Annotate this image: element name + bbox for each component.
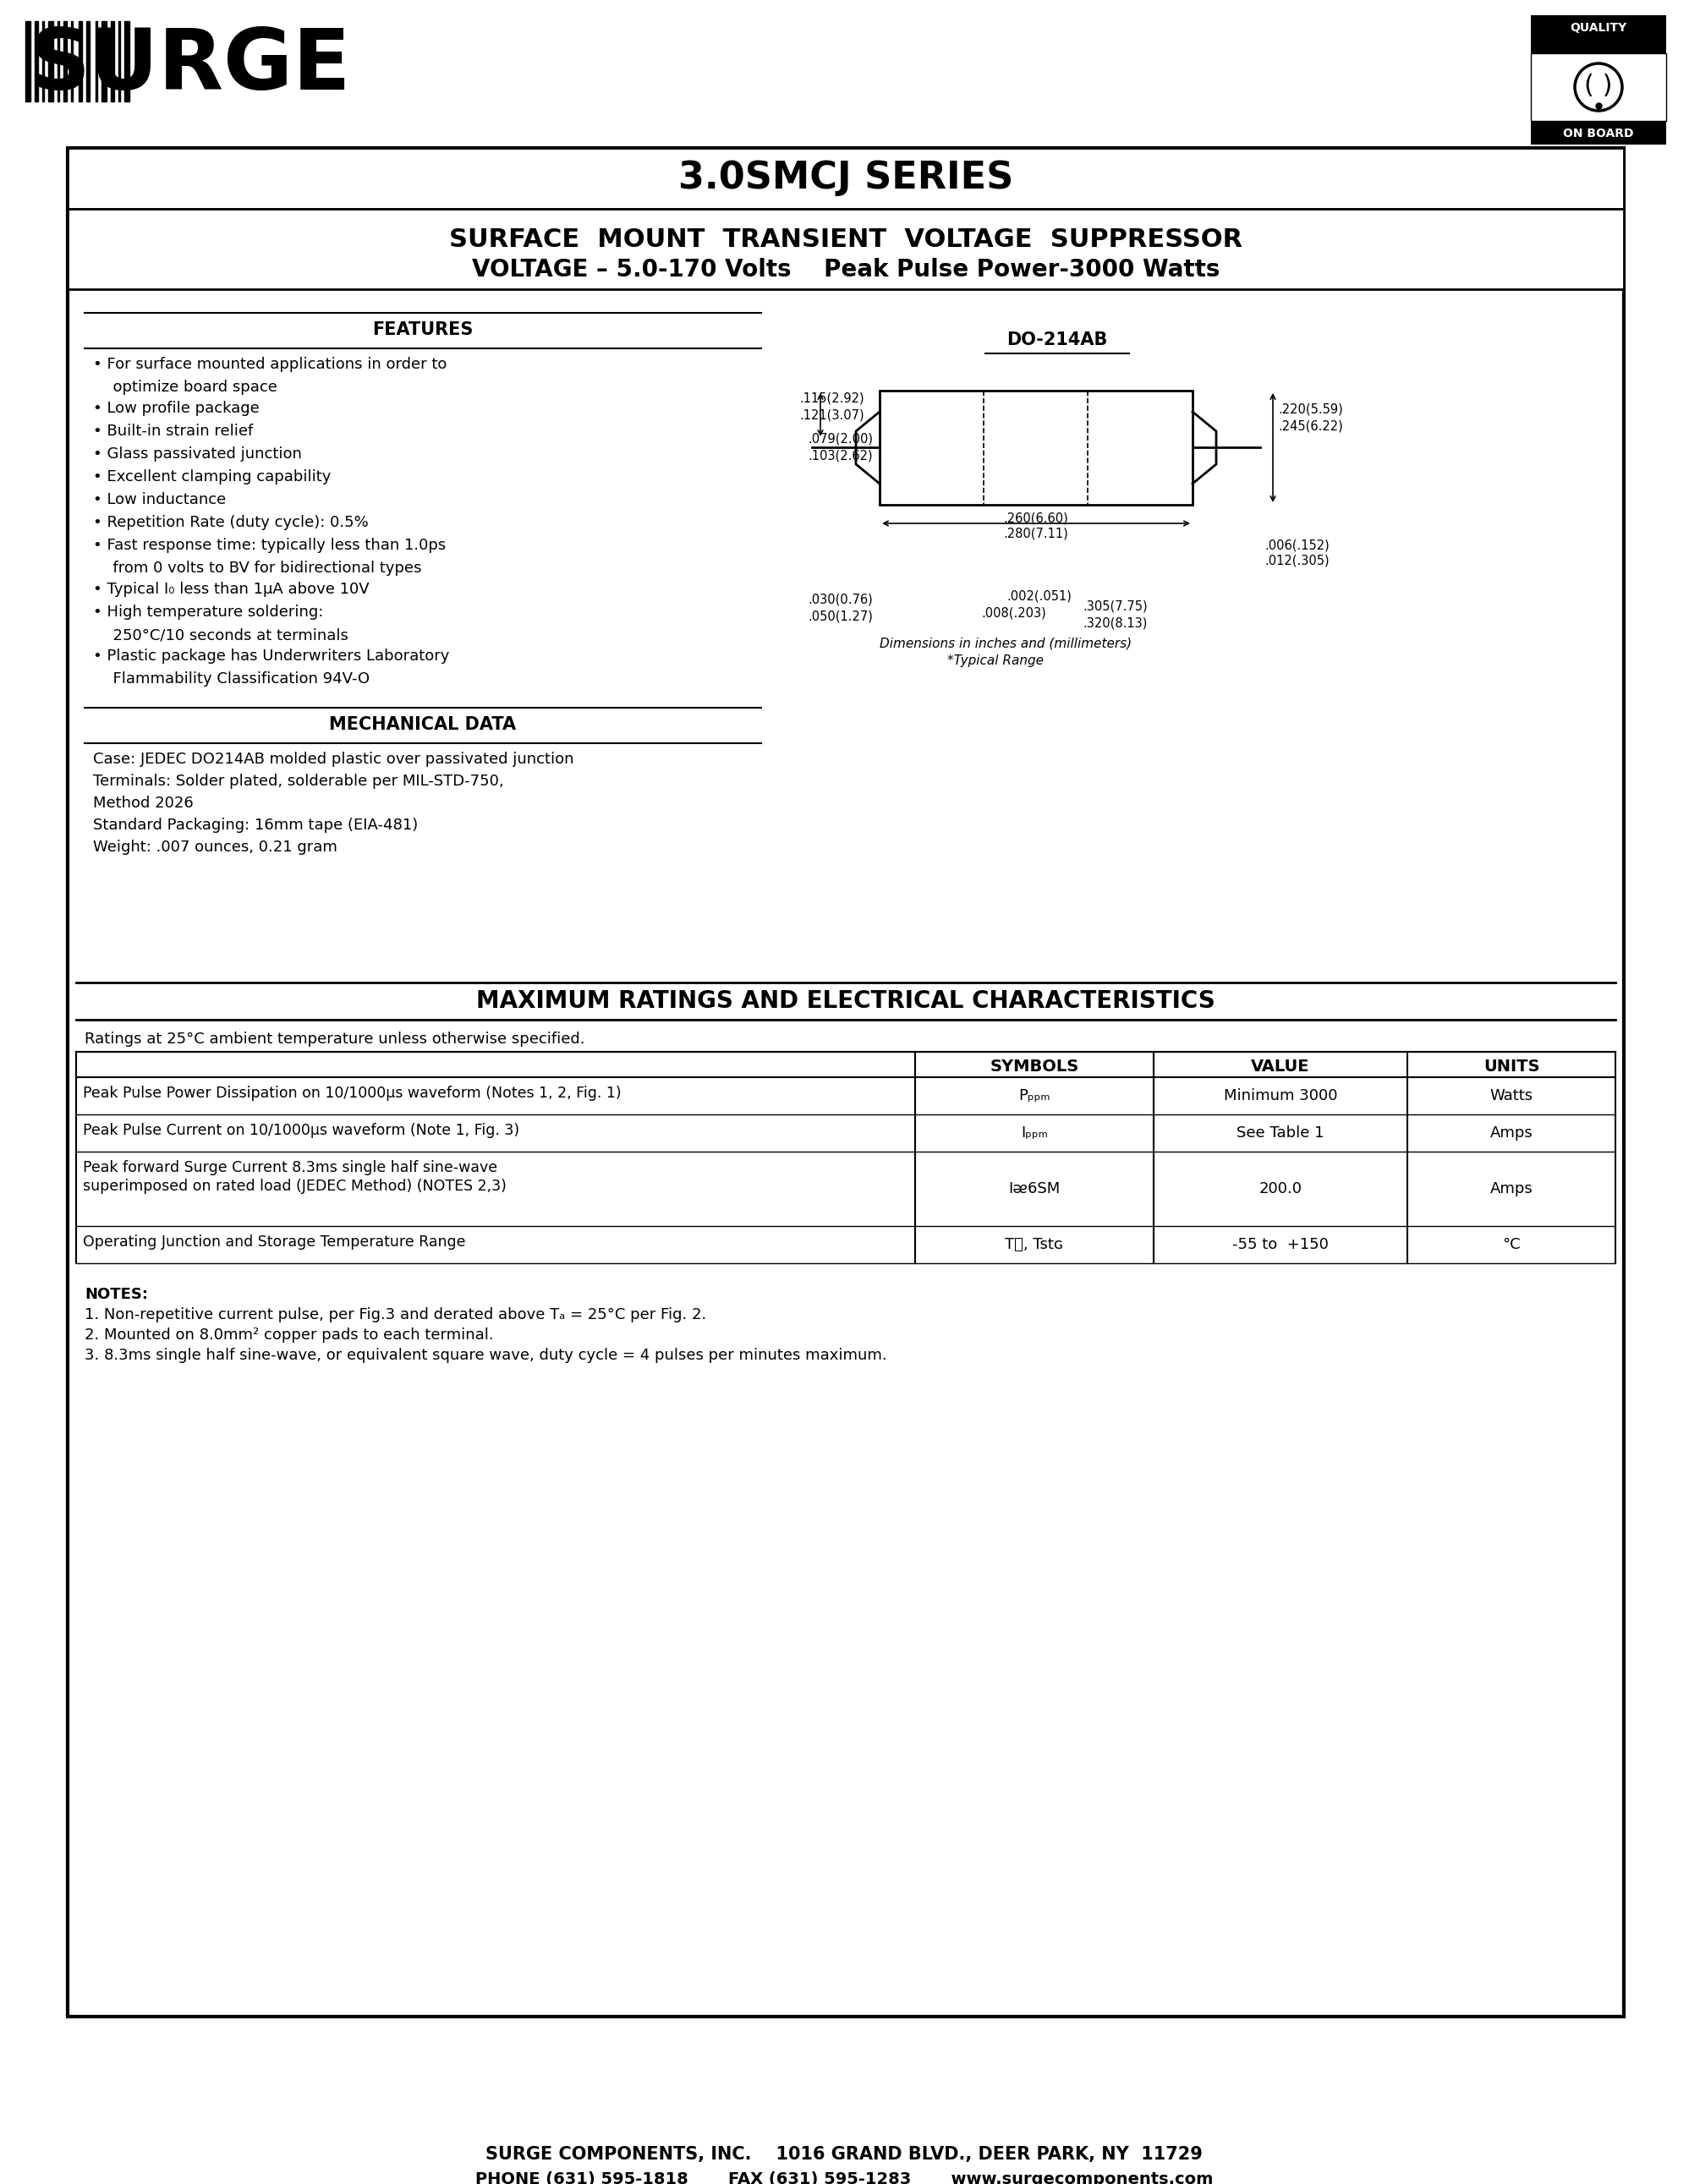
Text: SURFACE  MOUNT  TRANSIENT  VOLTAGE  SUPPRESSOR: SURFACE MOUNT TRANSIENT VOLTAGE SUPPRESS… xyxy=(449,227,1243,251)
Text: .030(0.76): .030(0.76) xyxy=(807,594,873,607)
Text: .260(6.60): .260(6.60) xyxy=(1003,511,1069,524)
Bar xyxy=(79,22,83,100)
Text: • Glass passivated junction: • Glass passivated junction xyxy=(93,446,302,461)
Text: MAXIMUM RATINGS AND ELECTRICAL CHARACTERISTICS: MAXIMUM RATINGS AND ELECTRICAL CHARACTER… xyxy=(476,989,1216,1013)
Text: FEATURES: FEATURES xyxy=(372,321,473,339)
Circle shape xyxy=(1574,63,1621,111)
Text: • Repetition Rate (duty cycle): 0.5%: • Repetition Rate (duty cycle): 0.5% xyxy=(93,515,368,531)
Text: DO-214AB: DO-214AB xyxy=(1007,332,1108,349)
Text: .012(.305): .012(.305) xyxy=(1265,555,1329,566)
Bar xyxy=(111,22,115,100)
Text: Weight: .007 ounces, 0.21 gram: Weight: .007 ounces, 0.21 gram xyxy=(93,839,338,854)
Text: .006(.152): .006(.152) xyxy=(1265,539,1329,550)
Text: Minimum 3000: Minimum 3000 xyxy=(1225,1088,1338,1103)
Text: 1. Non-repetitive current pulse, per Fig.3 and derated above Tₐ = 25°C per Fig. : 1. Non-repetitive current pulse, per Fig… xyxy=(84,1308,706,1321)
Text: .008(.203): .008(.203) xyxy=(981,607,1045,618)
Text: Amps: Amps xyxy=(1490,1182,1534,1197)
Text: • Typical I₀ less than 1μA above 10V: • Typical I₀ less than 1μA above 10V xyxy=(93,581,370,596)
Text: .115(2.92): .115(2.92) xyxy=(799,393,865,404)
Text: from 0 volts to BV for bidirectional types: from 0 volts to BV for bidirectional typ… xyxy=(103,561,422,577)
Text: MECHANICAL DATA: MECHANICAL DATA xyxy=(329,716,517,734)
Bar xyxy=(57,22,59,100)
Text: 200.0: 200.0 xyxy=(1258,1182,1302,1197)
Bar xyxy=(880,391,1192,505)
Text: 2. Mounted on 8.0mm² copper pads to each terminal.: 2. Mounted on 8.0mm² copper pads to each… xyxy=(84,1328,493,1343)
Text: 3. 8.3ms single half sine-wave, or equivalent square wave, duty cycle = 4 pulses: 3. 8.3ms single half sine-wave, or equiv… xyxy=(84,1348,887,1363)
Text: 3.0SMCJ SERIES: 3.0SMCJ SERIES xyxy=(679,159,1013,197)
Bar xyxy=(1530,15,1665,52)
Text: .220(5.59): .220(5.59) xyxy=(1279,402,1343,415)
Text: Iᴂ6SM: Iᴂ6SM xyxy=(1008,1182,1061,1197)
Text: • Low inductance: • Low inductance xyxy=(93,491,226,507)
Text: VOLTAGE – 5.0-170 Volts    Peak Pulse Power-3000 Watts: VOLTAGE – 5.0-170 Volts Peak Pulse Power… xyxy=(471,258,1219,282)
Bar xyxy=(42,22,44,100)
Text: NOTES:: NOTES: xyxy=(84,1286,149,1302)
Text: °C: °C xyxy=(1503,1236,1520,1251)
Bar xyxy=(49,22,54,100)
Text: • High temperature soldering:: • High temperature soldering: xyxy=(93,605,323,620)
Text: .245(6.22): .245(6.22) xyxy=(1279,419,1343,432)
Text: Peak Pulse Power Dissipation on 10/1000μs waveform (Notes 1, 2, Fig. 1): Peak Pulse Power Dissipation on 10/1000μ… xyxy=(83,1085,622,1101)
Text: -55 to  +150: -55 to +150 xyxy=(1233,1236,1329,1251)
Text: • Built-in strain relief: • Built-in strain relief xyxy=(93,424,253,439)
Text: Flammability Classification 94V-O: Flammability Classification 94V-O xyxy=(103,670,370,686)
Text: .002(.051): .002(.051) xyxy=(1007,590,1071,603)
Bar xyxy=(96,22,98,100)
Text: • Plastic package has Underwriters Laboratory: • Plastic package has Underwriters Labor… xyxy=(93,649,449,664)
Text: Iₚₚₘ: Iₚₚₘ xyxy=(1020,1125,1047,1140)
Text: Operating Junction and Storage Temperature Range: Operating Junction and Storage Temperatu… xyxy=(83,1234,466,1249)
Text: Terminals: Solder plated, solderable per MIL-STD-750,: Terminals: Solder plated, solderable per… xyxy=(93,773,503,788)
Text: • Low profile package: • Low profile package xyxy=(93,402,260,415)
Text: .050(1.27): .050(1.27) xyxy=(807,612,873,622)
Text: Peak forward Surge Current 8.3ms single half sine-wave: Peak forward Surge Current 8.3ms single … xyxy=(83,1160,498,1175)
Text: UNITS: UNITS xyxy=(1483,1059,1540,1075)
Text: Watts: Watts xyxy=(1490,1088,1534,1103)
Text: Dimensions in inches and (millimeters): Dimensions in inches and (millimeters) xyxy=(880,638,1132,651)
Text: Standard Packaging: 16mm tape (EIA-481): Standard Packaging: 16mm tape (EIA-481) xyxy=(93,817,417,832)
Bar xyxy=(25,22,30,100)
Bar xyxy=(118,22,120,100)
Bar xyxy=(64,22,68,100)
Text: .103(2.62): .103(2.62) xyxy=(807,450,873,461)
Bar xyxy=(68,149,1623,2016)
Text: Ratings at 25°C ambient temperature unless otherwise specified.: Ratings at 25°C ambient temperature unle… xyxy=(84,1031,584,1046)
Bar xyxy=(35,22,39,100)
Bar xyxy=(71,22,73,100)
Text: *Typical Range: *Typical Range xyxy=(948,655,1044,666)
Text: ( ): ( ) xyxy=(1584,72,1613,98)
Text: superimposed on rated load (JEDEC Method) (NOTES 2,3): superimposed on rated load (JEDEC Method… xyxy=(83,1179,507,1195)
Text: VALUE: VALUE xyxy=(1252,1059,1311,1075)
Text: 250°C/10 seconds at terminals: 250°C/10 seconds at terminals xyxy=(103,627,348,642)
Text: Amps: Amps xyxy=(1490,1125,1534,1140)
Text: • Excellent clamping capability: • Excellent clamping capability xyxy=(93,470,331,485)
Text: Method 2026: Method 2026 xyxy=(93,795,194,810)
Text: SURGE COMPONENTS, INC.    1016 GRAND BLVD., DEER PARK, NY  11729: SURGE COMPONENTS, INC. 1016 GRAND BLVD.,… xyxy=(485,2147,1203,2162)
Bar xyxy=(86,22,90,100)
Bar xyxy=(125,22,130,100)
Text: • For surface mounted applications in order to: • For surface mounted applications in or… xyxy=(93,356,448,371)
Text: .079(2.00): .079(2.00) xyxy=(807,432,873,446)
Text: ON BOARD: ON BOARD xyxy=(1564,127,1633,140)
Text: Case: JEDEC DO214AB molded plastic over passivated junction: Case: JEDEC DO214AB molded plastic over … xyxy=(93,751,574,767)
Text: .121(3.07): .121(3.07) xyxy=(799,408,865,422)
Bar xyxy=(1530,52,1665,120)
Text: Pₚₚₘ: Pₚₚₘ xyxy=(1018,1088,1051,1103)
Text: █URGE: █URGE xyxy=(30,26,355,111)
Text: Peak Pulse Current on 10/1000μs waveform (Note 1, Fig. 3): Peak Pulse Current on 10/1000μs waveform… xyxy=(83,1123,520,1138)
Text: Tⰼ, Tstɢ: Tⰼ, Tstɢ xyxy=(1005,1236,1064,1251)
Text: SYMBOLS: SYMBOLS xyxy=(990,1059,1079,1075)
Text: SURGE: SURGE xyxy=(30,26,351,107)
Text: optimize board space: optimize board space xyxy=(103,380,277,395)
Text: QUALITY: QUALITY xyxy=(1571,22,1627,33)
Text: See Table 1: See Table 1 xyxy=(1236,1125,1324,1140)
Bar xyxy=(1530,120,1665,144)
Text: .320(8.13): .320(8.13) xyxy=(1083,618,1147,629)
Text: .280(7.11): .280(7.11) xyxy=(1003,526,1069,539)
Text: • Fast response time: typically less than 1.0ps: • Fast response time: typically less tha… xyxy=(93,537,446,553)
Bar xyxy=(68,210,1623,288)
Text: .305(7.75): .305(7.75) xyxy=(1083,601,1147,614)
Bar xyxy=(101,22,106,100)
Bar xyxy=(68,149,1623,210)
Text: PHONE (631) 595-1818       FAX (631) 595-1283       www.surgecomponents.com: PHONE (631) 595-1818 FAX (631) 595-1283 … xyxy=(475,2171,1213,2184)
